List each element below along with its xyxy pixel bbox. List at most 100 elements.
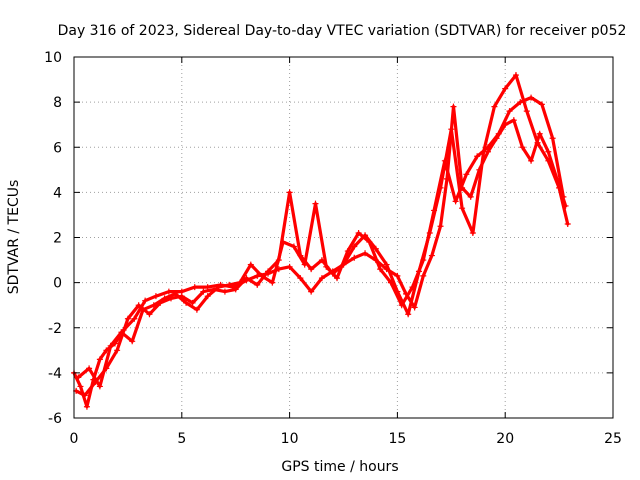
data-point — [323, 263, 330, 270]
y-axis-label: SDTVAR / TECUs — [6, 180, 22, 295]
data-point — [191, 284, 198, 291]
data-point — [469, 229, 476, 236]
data-point — [265, 268, 272, 275]
data-point — [286, 263, 293, 270]
data-point — [232, 286, 239, 293]
data-point — [502, 85, 509, 92]
x-tick-label: 5 — [177, 431, 186, 447]
data-point — [221, 288, 228, 295]
data-point — [545, 157, 552, 164]
x-axis-label: GPS time / hours — [281, 459, 398, 475]
data-point — [495, 130, 502, 137]
data-point — [523, 108, 530, 115]
data-point — [467, 193, 474, 200]
series-track-3 — [75, 94, 567, 390]
data-point — [124, 315, 131, 322]
data-point — [150, 302, 157, 309]
y-tick-label: -4 — [48, 366, 62, 382]
data-point — [398, 302, 405, 309]
data-point — [290, 243, 297, 250]
data-point — [372, 245, 379, 252]
series-track-1 — [71, 103, 569, 410]
data-point — [334, 275, 341, 282]
data-point — [491, 103, 498, 110]
data-point — [183, 299, 190, 306]
y-tick-label: 10 — [44, 50, 62, 66]
data-point — [474, 153, 481, 160]
y-tick-label: 0 — [53, 276, 62, 292]
data-point — [528, 94, 535, 101]
data-point — [538, 101, 545, 108]
data-point — [146, 311, 153, 318]
data-point — [519, 144, 526, 151]
data-point — [308, 266, 315, 273]
data-point — [247, 261, 254, 268]
x-tick-label: 25 — [604, 431, 622, 447]
data-point — [420, 272, 427, 279]
data-point — [81, 392, 88, 399]
data-point — [545, 148, 552, 155]
data-point — [355, 229, 362, 236]
x-tick-label: 10 — [281, 431, 299, 447]
data-point — [308, 288, 315, 295]
data-point — [200, 288, 207, 295]
y-tick-label: -2 — [48, 321, 62, 337]
data-point — [560, 193, 567, 200]
data-point — [258, 272, 265, 279]
data-point — [215, 284, 222, 291]
data-point — [165, 288, 172, 295]
data-point — [411, 304, 418, 311]
data-point — [564, 220, 571, 227]
data-point — [312, 200, 319, 207]
data-point — [366, 239, 373, 246]
y-tick-labels: -6 -4 -2 0 2 4 6 8 10 — [44, 50, 62, 427]
y-tick-label: 8 — [53, 95, 62, 111]
data-point — [377, 266, 384, 273]
data-point — [131, 315, 138, 322]
y-tick-label: 6 — [53, 140, 62, 156]
data-point — [409, 284, 416, 291]
data-point — [142, 297, 149, 304]
data-point — [450, 103, 457, 110]
data-point — [528, 157, 535, 164]
x-tick-label: 15 — [388, 431, 406, 447]
data-point — [428, 252, 435, 259]
ticks — [73, 56, 614, 419]
data-point — [484, 144, 491, 151]
data-point — [448, 126, 455, 133]
data-point — [362, 250, 369, 257]
x-tick-labels: 0 5 10 15 20 25 — [70, 431, 622, 447]
chart-title: Day 316 of 2023, Sidereal Day-to-day VTE… — [58, 23, 627, 39]
data-point — [86, 365, 93, 372]
y-tick-label: -6 — [48, 411, 62, 427]
data-point — [318, 275, 325, 282]
data-point — [441, 157, 448, 164]
data-point — [77, 383, 84, 390]
data-point — [172, 290, 179, 297]
data-point — [463, 171, 470, 178]
data-point — [129, 338, 136, 345]
data-point — [394, 272, 401, 279]
data-point — [534, 139, 541, 146]
data-point — [536, 130, 543, 137]
data-point — [96, 383, 103, 390]
data-point — [387, 279, 394, 286]
data-point — [139, 306, 146, 313]
data-point — [517, 99, 524, 106]
data-point — [161, 295, 168, 302]
data-point — [459, 205, 466, 212]
x-tick-label: 20 — [496, 431, 514, 447]
data-point — [351, 254, 358, 261]
data-point — [344, 248, 351, 255]
data-point — [512, 72, 519, 79]
data-point — [549, 135, 556, 142]
data-point — [237, 279, 244, 286]
data-point — [269, 279, 276, 286]
data-point — [118, 329, 125, 336]
data-point — [96, 356, 103, 363]
data-point — [83, 403, 90, 410]
x-tick-label: 0 — [70, 431, 79, 447]
data-point — [204, 293, 211, 300]
